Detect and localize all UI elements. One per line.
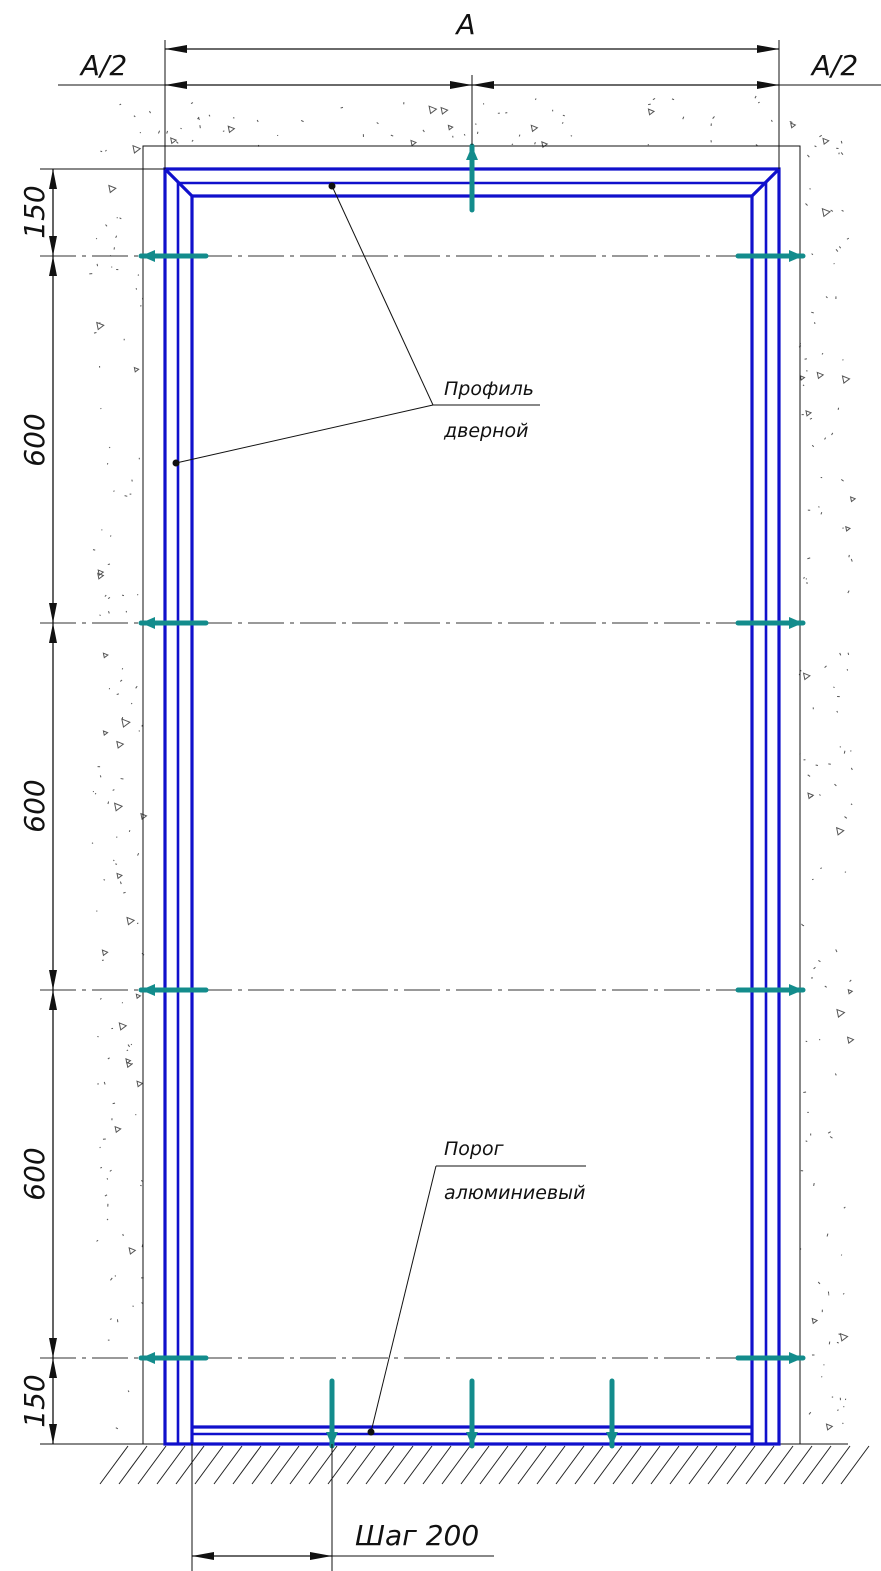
top-dimensions: A A/2 A/2: [58, 8, 881, 169]
dimension-a-label: A: [454, 8, 475, 41]
anchor-left-1: [138, 250, 209, 262]
anchor-bottom-3: [606, 1378, 618, 1449]
threshold-label-line2: алюминиевый: [444, 1182, 585, 1204]
dimension-left-half-label: A/2: [79, 49, 127, 82]
anchor-right-3: [735, 984, 806, 996]
anchor-left-2: [138, 617, 209, 629]
anchor-axis-lines: [40, 255, 800, 1359]
callout-door-profile: Профиль дверной: [172, 182, 540, 467]
dimension-right-half-label: A/2: [810, 49, 858, 82]
anchor-fasteners: [138, 143, 806, 1449]
step-label: Шаг 200: [355, 1519, 479, 1552]
dimension-150-bottom-label: 150: [18, 1374, 51, 1427]
anchor-right-1: [735, 250, 806, 262]
left-dimension-chain: 150 600 600 600 150: [18, 168, 165, 1445]
anchor-bottom-1: [326, 1378, 338, 1449]
dimension-600-lower-label: 600: [18, 1147, 51, 1200]
anchor-left-3: [138, 984, 209, 996]
anchor-right-4: [735, 1352, 806, 1364]
dimension-600-middle-label: 600: [18, 779, 51, 832]
profile-label-line2: дверной: [443, 420, 528, 442]
dimension-150-top-label: 150: [18, 185, 51, 238]
anchor-left-4: [138, 1352, 209, 1364]
threshold-label-line1: Порог: [444, 1138, 505, 1160]
door-frame-profile: [163, 167, 781, 1446]
floor-hatching: [95, 1443, 870, 1485]
step-dimension: Шаг 200: [191, 1444, 494, 1571]
anchor-right-2: [735, 617, 806, 629]
callout-threshold: Порог алюминиевый: [367, 1138, 586, 1436]
wall-opening-outline: [142, 145, 801, 1444]
anchor-bottom-2: [466, 1378, 478, 1449]
anchor-top: [466, 143, 478, 213]
dimension-600-upper-label: 600: [18, 413, 51, 466]
profile-label-line1: Профиль: [444, 378, 534, 400]
concrete-wall-texture: [89, 95, 857, 1431]
